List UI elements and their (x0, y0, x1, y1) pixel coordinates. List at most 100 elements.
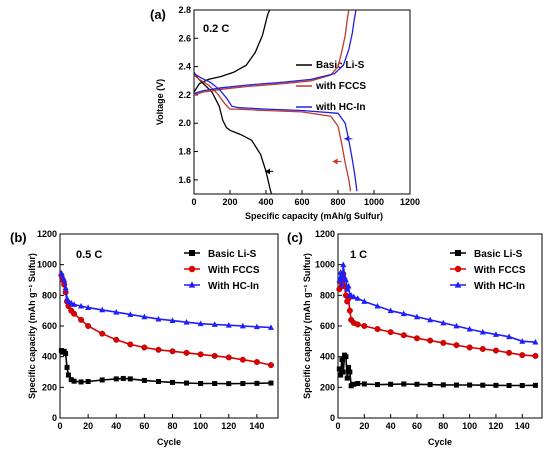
panel-b-series-basic-li-s-point (68, 377, 74, 383)
panel-b-label: (b) (10, 230, 27, 245)
panel-c-series-basic-li-s-point (338, 372, 344, 378)
panel-b-series-with-hc-in-point (61, 276, 68, 283)
panel-a-y-axis-label: Voltage (V) (155, 79, 165, 125)
panel-c-series-with-hc-in-point (361, 298, 368, 304)
panel-a-x-tick-label: 800 (330, 197, 345, 207)
panel-c-series-with-fccs-point (346, 307, 353, 314)
panel-a-title: 0.2 C (203, 23, 229, 35)
panel-c-title: 1 C (350, 249, 367, 261)
panel-b-series-with-hc-in-point (113, 309, 120, 315)
panel-a-x-tick-label: 0 (191, 197, 196, 207)
panel-b-series-with-fccs-point (239, 356, 246, 363)
panel-a-series-basic-li-s-discharge-line (193, 71, 273, 195)
panel-c-series-basic-li-s-legend-marker (455, 250, 461, 256)
panel-c-series-with-hc-in-point (338, 281, 345, 287)
panel-c-y-tick-label: 800 (320, 290, 335, 300)
panel-b-y-tick-label: 400 (42, 352, 57, 362)
panel-c-series-with-fccs-point (479, 346, 486, 353)
panel-b-x-tick-label: 40 (111, 421, 121, 431)
panel-c-series-basic-li-s-point (532, 382, 538, 388)
panel-b-series-basic-li-s-point (155, 379, 161, 385)
panel-b-series-with-fccs-point (127, 341, 134, 348)
panel-c-series-basic-li-s-point (351, 381, 357, 387)
panel-b-series-basic-li-s-line (60, 349, 272, 385)
panel-b-series-basic-li-s-point (113, 376, 119, 382)
panel-c-series-with-fccs-point (400, 332, 407, 339)
panel-b-x-tick-label: 0 (57, 421, 62, 431)
panel-c-series-with-hc-in-point (374, 302, 381, 309)
panel-a-y-tick-label: 2.0 (178, 118, 191, 128)
panel-b-series-basic-li-s-point (141, 377, 147, 383)
panel-b-series-with-hc-in-point (127, 311, 134, 317)
panel-b-series-with-hc-in-point (225, 322, 232, 328)
panel-b-series-with-hc-in-legend-marker (188, 281, 196, 288)
panel-b-x-tick-label: 20 (83, 421, 93, 431)
panel-b-series-with-fccs-point (141, 344, 148, 351)
panel-b-series-basic-li-s-point (212, 381, 218, 386)
panel-b-series-basic-li-s-point (268, 380, 274, 386)
panel-c-series-with-hc-in-point (345, 282, 352, 289)
panel-a-y-tick-label: 2.4 (178, 62, 191, 72)
panel-c-label: (c) (287, 230, 303, 245)
panel-b-series-basic-li-s-point (71, 378, 77, 384)
panel-a-series-with-fccs-legend-label: with FCCS (315, 81, 366, 92)
panel-a-series-basic-li-s-charge-line (193, 9, 271, 93)
panel-a-x-axis-label: Specific capacity (mAh/g Sulfur) (245, 211, 383, 221)
panel-b-series-with-hc-in-point (99, 306, 106, 313)
panel-b-series-basic-li-s-point (85, 379, 91, 385)
panel-c-series-with-hc-in-point (440, 319, 447, 326)
panel-b-series-with-fccs-point (78, 316, 85, 323)
panel-c-series-with-fccs-legend-label: With FCCS (474, 265, 526, 276)
panel-c-series-basic-li-s-point (343, 354, 349, 360)
panel-b-series-basic-li-s-point (127, 376, 133, 382)
panel-b-series-basic-li-s-point (63, 351, 69, 357)
panel-c-series-basic-li-s-point (480, 382, 486, 388)
panel-c-series-basic-li-s-legend-label: Basic Li-S (474, 249, 523, 260)
panel-c-series-basic-li-s-point (519, 382, 525, 388)
panel-a-y-tick-label: 2.6 (178, 33, 191, 43)
panel-b-y-tick-label: 800 (42, 290, 57, 300)
panel-c-series-basic-li-s-point (361, 381, 367, 387)
panel-b-series-basic-li-s-legend-label: Basic Li-S (208, 249, 257, 260)
panel-b-x-tick-label: 60 (139, 421, 149, 431)
panel-c-x-tick-label: 20 (359, 421, 369, 431)
panel-a-arrow-head (344, 135, 350, 142)
panel-b-series-basic-li-s-point (99, 377, 105, 383)
panel-b-series-with-hc-in-point (211, 321, 218, 327)
panel-c-series-basic-li-s-point (355, 381, 361, 386)
panel-c-x-tick-label: 60 (412, 421, 422, 431)
panel-b-series-with-hc-in-point (155, 315, 162, 322)
panel-b-y-tick-label: 1200 (37, 229, 57, 239)
panel-b-y-tick-label: 0 (52, 413, 57, 423)
panel-a-series-basic-li-s-legend-label: Basic Li-S (316, 60, 365, 71)
panel-c-series-with-hc-in-line (338, 264, 536, 343)
panel-b-series-basic-li-s-point (226, 381, 232, 387)
panel-c-series-with-fccs-point (492, 347, 499, 354)
panel-a-x-tick-label: 1000 (364, 197, 384, 207)
panel-c-series-basic-li-s-point (348, 383, 354, 389)
panel-b-series-with-hc-in-point (141, 313, 148, 320)
panel-c-series-with-hc-in-point (532, 338, 539, 345)
panel-b-series-with-fccs-point (253, 359, 260, 366)
panel-a-axes-frame (193, 9, 411, 195)
panel-c-series-basic-li-s-point (427, 382, 433, 388)
panel-b-series-basic-li-s-point (65, 372, 71, 378)
panel-c-x-tick-label: 0 (335, 421, 340, 431)
panel-b-series-with-hc-in-point (239, 322, 246, 329)
panel-c-series-with-fccs-point (361, 323, 368, 330)
panel-c-series-with-fccs-point (519, 352, 526, 359)
panel-c-series-with-hc-in-point (350, 293, 357, 300)
panel-c-series-with-hc-in-point (413, 313, 420, 320)
panel-b-series-basic-li-s-point (254, 380, 260, 386)
panel-c-series-with-hc-in-point (506, 333, 513, 340)
panel-b-series-with-fccs-point (85, 323, 92, 330)
panel-a-series-with-hc-in-legend-label: with HC-In (315, 102, 365, 113)
panel-b-x-tick-label: 80 (168, 421, 178, 431)
panel-c-series-with-hc-in-point (340, 261, 347, 268)
panel-c-series-basic-li-s-point (344, 375, 350, 381)
panel-c-series-with-hc-in-point (342, 276, 349, 283)
panel-c-y-tick-label: 0 (330, 413, 335, 423)
panel-b-x-axis-label: Cycle (157, 437, 181, 447)
panel-c-series-with-fccs-point (427, 337, 434, 344)
